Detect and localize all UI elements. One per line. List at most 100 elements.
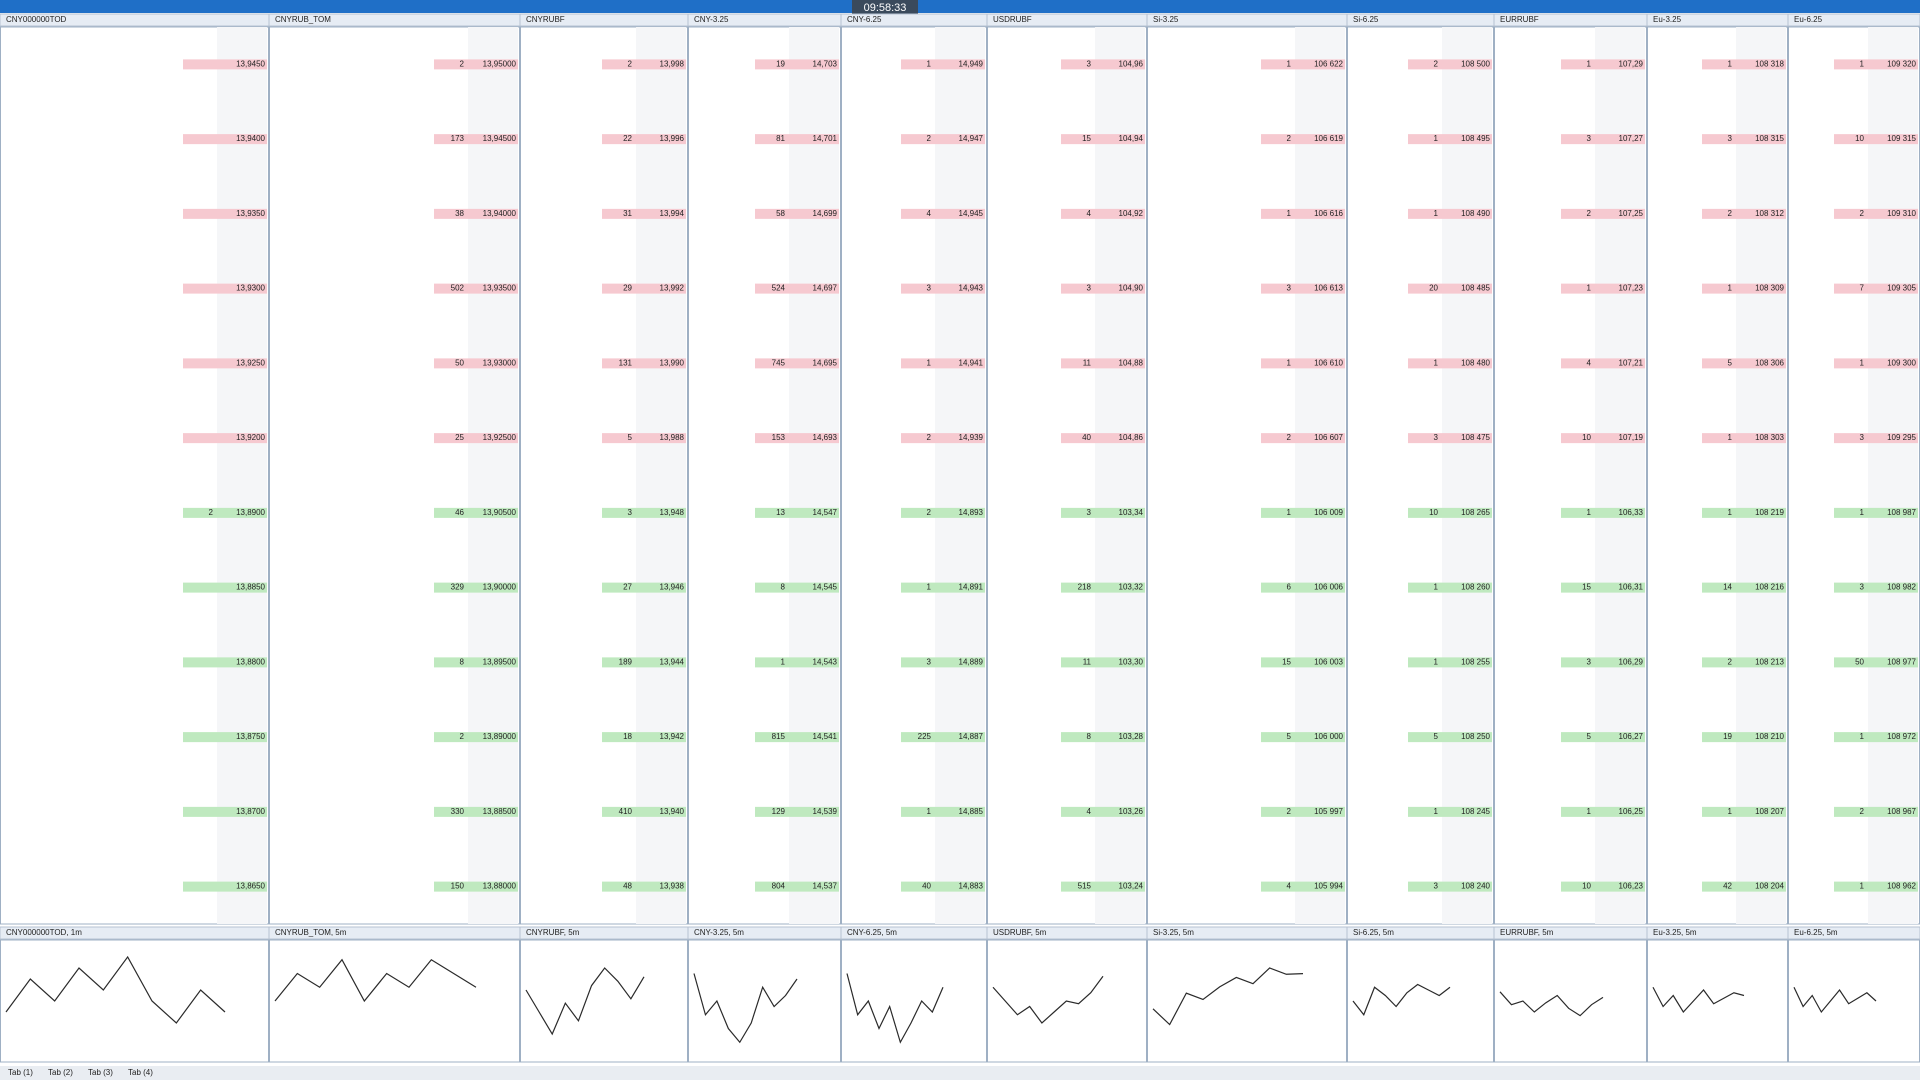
- chart-tab[interactable]: Eu-6.25, 5m: [1794, 928, 1838, 937]
- chart-tab[interactable]: CNYRUB_TOM, 5m: [275, 928, 347, 937]
- footer-tab[interactable]: Tab (1): [8, 1068, 33, 1077]
- price: 13,90000: [483, 583, 517, 592]
- chart-tab[interactable]: CNY-3.25, 5m: [694, 928, 744, 937]
- ask-row: [901, 59, 985, 70]
- volume: 8: [1087, 732, 1092, 741]
- volume: 3: [1587, 657, 1592, 666]
- price-column: [217, 27, 267, 924]
- ask-row: [1061, 208, 1145, 219]
- price: 13,9400: [236, 134, 265, 143]
- volume: 2: [628, 59, 633, 68]
- volume: 5: [1587, 732, 1592, 741]
- panel-tab[interactable]: CNY000000TOD: [6, 15, 67, 24]
- bid-row: [901, 507, 985, 518]
- bid-row: [1261, 881, 1345, 892]
- volume: 3: [927, 657, 932, 666]
- ask-row: [1561, 433, 1645, 444]
- price: 106 619: [1314, 134, 1343, 143]
- volume: 1: [1728, 59, 1733, 68]
- bid-row: [1061, 881, 1145, 892]
- panel-tab[interactable]: Si-3.25: [1153, 15, 1179, 24]
- volume: 15: [1582, 583, 1591, 592]
- ask-row: [755, 283, 839, 294]
- price: 103,28: [1119, 732, 1144, 741]
- volume: 804: [772, 882, 786, 891]
- panel-tab[interactable]: Eu-6.25: [1794, 15, 1823, 24]
- bid-row: [901, 582, 985, 593]
- ask-row: [602, 208, 686, 219]
- ask-row: [602, 433, 686, 444]
- price: 106 616: [1314, 209, 1343, 218]
- price: 13,9450: [236, 59, 265, 68]
- price: 108 475: [1461, 433, 1490, 442]
- chart-area: [1347, 939, 1494, 1063]
- volume: 1: [1860, 882, 1865, 891]
- price: 13,9200: [236, 433, 265, 442]
- price: 106 607: [1314, 433, 1343, 442]
- chart-tab[interactable]: CNY000000TOD, 1m: [6, 928, 82, 937]
- panel-tab[interactable]: CNY-6.25: [847, 15, 882, 24]
- ask-row: [1408, 433, 1492, 444]
- price: 13,8800: [236, 657, 265, 666]
- volume: 58: [776, 209, 785, 218]
- footer-bar: [0, 1066, 1920, 1080]
- price-line: [274, 958, 477, 1003]
- price: 14,543: [813, 657, 838, 666]
- ask-row: [183, 208, 267, 219]
- price: 108 213: [1755, 657, 1784, 666]
- footer-tab[interactable]: Tab (3): [88, 1068, 113, 1077]
- ask-row: [1702, 59, 1786, 70]
- price: 108 315: [1755, 134, 1784, 143]
- ask-row: [434, 358, 518, 369]
- ask-row: [1408, 283, 1492, 294]
- bid-row: [755, 806, 839, 817]
- ask-row: [1408, 134, 1492, 145]
- chart-tab[interactable]: CNY-6.25, 5m: [847, 928, 897, 937]
- clock-box: [852, 0, 918, 16]
- panel-tab[interactable]: EURRUBF: [1500, 15, 1539, 24]
- panel-tab[interactable]: CNY-3.25: [694, 15, 729, 24]
- price: 13,946: [660, 583, 685, 592]
- price: 108 240: [1461, 882, 1490, 891]
- panel-tab[interactable]: CNYRUBF: [526, 15, 565, 24]
- volume: 1: [1860, 508, 1865, 517]
- volume: 15: [1082, 134, 1091, 143]
- price: 106 006: [1314, 583, 1343, 592]
- chart-tab[interactable]: Si-3.25, 5m: [1153, 928, 1194, 937]
- ask-row: [755, 433, 839, 444]
- price: 108 987: [1887, 508, 1916, 517]
- chart-tab[interactable]: CNYRUBF, 5m: [526, 928, 580, 937]
- panel-tab[interactable]: CNYRUB_TOM: [275, 15, 331, 24]
- chart-tab[interactable]: Si-6.25, 5m: [1353, 928, 1394, 937]
- volume: 330: [451, 807, 465, 816]
- bid-row: [1061, 732, 1145, 743]
- volume: 815: [772, 732, 786, 741]
- chart-tab[interactable]: EURRUBF, 5m: [1500, 928, 1554, 937]
- price: 108 245: [1461, 807, 1490, 816]
- bid-row: [1061, 582, 1145, 593]
- footer-tab[interactable]: Tab (2): [48, 1068, 73, 1077]
- bid-row: [434, 507, 518, 518]
- ask-row: [1061, 433, 1145, 444]
- price: 106 610: [1314, 358, 1343, 367]
- chart-tab[interactable]: Eu-3.25, 5m: [1653, 928, 1697, 937]
- ask-row: [1702, 358, 1786, 369]
- price: 14,885: [959, 807, 984, 816]
- ask-row: [901, 358, 985, 369]
- volume: 46: [455, 508, 464, 517]
- bid-row: [755, 582, 839, 593]
- volume: 2: [927, 508, 932, 517]
- price: 108 977: [1887, 657, 1916, 666]
- ask-row: [434, 283, 518, 294]
- panel-tab[interactable]: Eu-3.25: [1653, 15, 1682, 24]
- volume: 1: [1434, 209, 1439, 218]
- ask-row: [434, 134, 518, 145]
- panel-tab[interactable]: Si-6.25: [1353, 15, 1379, 24]
- price-column: [1595, 27, 1645, 924]
- bid-row: [602, 732, 686, 743]
- price: 107,19: [1619, 433, 1644, 442]
- chart-tab[interactable]: USDRUBF, 5m: [993, 928, 1047, 937]
- ask-row: [1061, 134, 1145, 145]
- footer-tab[interactable]: Tab (4): [128, 1068, 153, 1077]
- panel-tab[interactable]: USDRUBF: [993, 15, 1032, 24]
